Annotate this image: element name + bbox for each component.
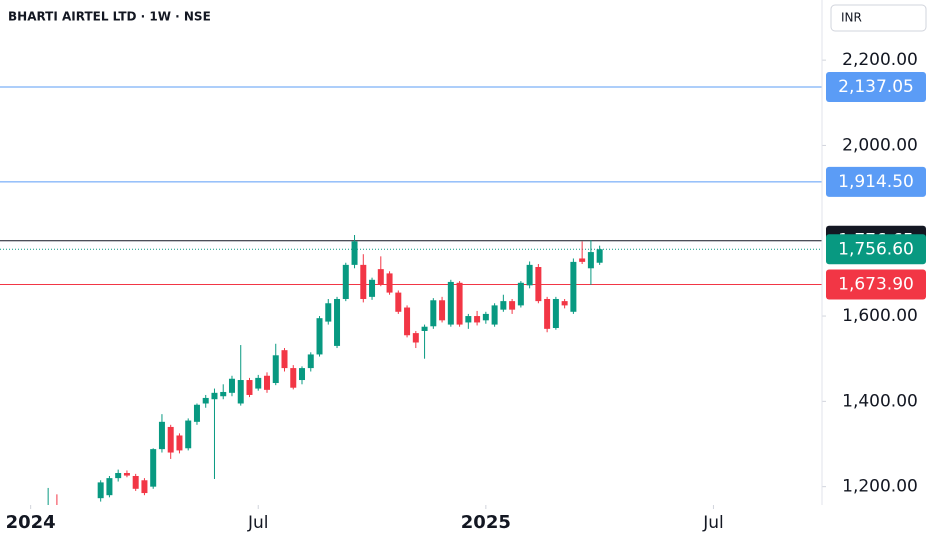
candle-body [80, 519, 86, 521]
candle-body [570, 261, 577, 312]
candle-body [115, 473, 122, 479]
candle-body [412, 333, 419, 343]
candle-body [263, 375, 270, 390]
currency-button[interactable] [830, 4, 927, 32]
candle-body [281, 350, 288, 369]
y-tick-label: 1,200.00 [842, 477, 918, 497]
x-tick-label: 2024 [6, 512, 56, 533]
candle-body [185, 420, 192, 449]
price-tag-label: 1,756.60 [838, 239, 914, 259]
y-tick-label: 1,400.00 [842, 391, 918, 411]
y-tick-label: 2,200.00 [842, 50, 918, 70]
candle-body [316, 318, 323, 355]
candle-body [544, 298, 551, 329]
price-tag-label: 2,137.05 [838, 77, 914, 97]
candle-body [465, 316, 472, 323]
candle-body [158, 421, 165, 450]
candle-body [491, 305, 498, 325]
candle-body [325, 303, 332, 322]
candle-body [587, 252, 594, 269]
candle-body [211, 392, 218, 400]
candle-body [290, 368, 297, 388]
candle-body [552, 298, 559, 328]
candle-body [228, 378, 235, 393]
candle-body [299, 368, 306, 381]
candle-body [334, 298, 341, 346]
candle-body [360, 264, 367, 299]
candle-body [596, 249, 603, 263]
y-tick-label: 1,600.00 [842, 306, 918, 326]
candle-body [106, 478, 113, 496]
price-tag [826, 71, 926, 102]
candle-body [63, 517, 69, 526]
candle-body [97, 482, 104, 499]
candle-body [176, 435, 183, 451]
candle-body [342, 264, 349, 299]
y-tick-label: 2,000.00 [842, 135, 918, 155]
candle-body [123, 473, 130, 476]
candle-body [141, 480, 148, 494]
candle-body [220, 391, 227, 397]
candle-body [193, 404, 200, 422]
candle-body [237, 380, 244, 404]
price-tag [826, 234, 926, 265]
candle-body [272, 355, 279, 384]
x-tick-label: Jul [702, 513, 724, 533]
candle-body [167, 426, 174, 453]
candle-body [509, 301, 516, 310]
candle-body [456, 282, 463, 325]
plot-area [0, 86, 822, 526]
candle-body [89, 510, 95, 521]
candle-body [202, 397, 209, 404]
candle-body [500, 301, 507, 310]
candle-body [377, 269, 384, 285]
currency-label: INR [841, 11, 862, 25]
candle-body [579, 258, 586, 262]
price-tag [826, 269, 926, 300]
candle-body [351, 241, 358, 265]
candle-body [150, 449, 157, 487]
candle-body [307, 354, 314, 369]
candle-body [439, 300, 446, 321]
candle-body [71, 519, 77, 525]
candle-body [561, 301, 568, 306]
candle-body [246, 380, 253, 395]
x-tick-label: Jul [247, 513, 269, 533]
candle-body [535, 267, 542, 302]
candle-body [404, 307, 411, 336]
x-tick-label: 2025 [461, 512, 511, 533]
candle-body [386, 273, 393, 293]
candle-body [517, 282, 524, 306]
candle-body [526, 264, 533, 286]
candle-body [395, 292, 402, 312]
candle-body [421, 326, 428, 331]
price-tag [826, 166, 926, 197]
candle-body [369, 279, 376, 297]
price-tag-label: 1,914.50 [838, 172, 914, 192]
candle-body [447, 281, 454, 325]
chart-title: BHARTI AIRTEL LTD · 1W · NSE [8, 10, 211, 24]
candle-body [474, 316, 481, 323]
candle-body [482, 313, 489, 321]
candle-body [132, 475, 139, 489]
candle-body [255, 377, 262, 389]
price-tag-label: 1,673.90 [838, 275, 914, 295]
candle-body [430, 300, 437, 327]
